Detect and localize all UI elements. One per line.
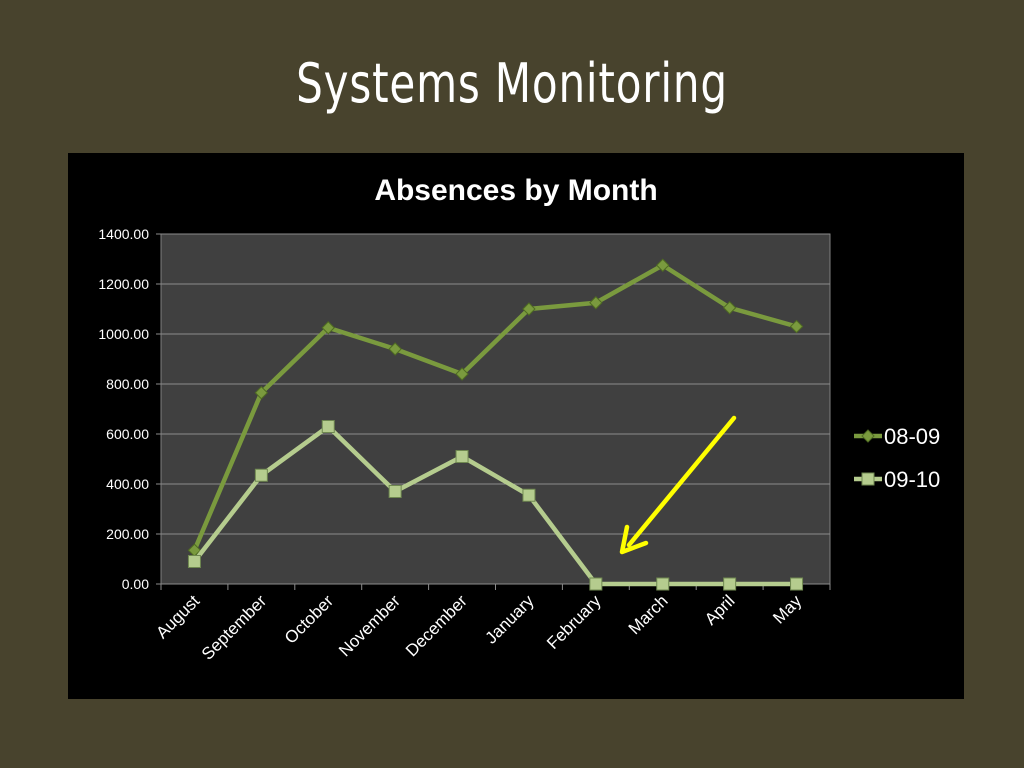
- data-point: [722, 301, 737, 315]
- x-tick-label: August: [152, 591, 203, 642]
- x-tick-label: April: [701, 591, 738, 628]
- y-tick-label: 1000.00: [98, 326, 149, 342]
- series-08-09: [187, 258, 804, 557]
- x-tick-label: December: [402, 591, 471, 660]
- data-point: [789, 319, 804, 334]
- data-point: [589, 577, 603, 591]
- data-point: [656, 577, 670, 591]
- data-point: [321, 420, 335, 433]
- y-tick-label: 400.00: [106, 476, 149, 492]
- annotation-arrow: [619, 415, 737, 555]
- x-tick-label: March: [625, 591, 672, 638]
- legend-label: 09-10: [884, 467, 940, 492]
- y-axis: 0.00 200.00 400.00 600.00 800.00 1000.00 1200.…: [98, 226, 161, 592]
- series-layer: [187, 258, 804, 591]
- x-tick-label: October: [281, 591, 337, 647]
- chart-panel: Absences by Month 0.00 200.00 400.00 600.00…: [68, 153, 964, 699]
- x-tick-label: January: [482, 591, 539, 648]
- legend: 08-09 09-10: [854, 424, 940, 492]
- slide-title: Systems Monitoring: [296, 52, 728, 115]
- legend-label: 08-09: [884, 424, 940, 449]
- data-point: [522, 488, 536, 502]
- y-tick-label: 0.00: [122, 576, 149, 592]
- data-point: [790, 577, 804, 591]
- data-point: [388, 342, 402, 356]
- x-tick-label: February: [543, 591, 605, 653]
- data-point: [187, 555, 201, 568]
- x-tick-label: November: [335, 591, 404, 660]
- data-point: [723, 577, 737, 591]
- series-line: [192, 424, 799, 587]
- chart-title: Absences by Month: [374, 174, 657, 207]
- data-point: [589, 296, 603, 310]
- line-chart: Absences by Month 0.00 200.00 400.00 600.00…: [98, 174, 940, 664]
- y-tick-label: 1200.00: [98, 276, 149, 292]
- data-point: [254, 468, 268, 482]
- x-tick-label: September: [198, 591, 270, 663]
- plot-area: [160, 233, 831, 585]
- legend-marker: [861, 472, 875, 486]
- data-point: [522, 302, 536, 316]
- data-point: [388, 485, 402, 498]
- arrow-head: [619, 524, 649, 555]
- x-tick-label: May: [769, 591, 805, 627]
- data-point: [455, 367, 469, 381]
- series-09-10: [187, 420, 804, 591]
- y-tick-label: 600.00: [106, 426, 149, 442]
- y-tick-label: 200.00: [106, 526, 149, 542]
- data-point: [455, 450, 469, 463]
- arrow-shaft: [626, 415, 737, 548]
- data-point: [656, 258, 670, 272]
- data-point: [321, 321, 335, 335]
- legend-marker: [861, 429, 875, 443]
- y-tick-label: 1400.00: [98, 226, 149, 242]
- data-point: [254, 386, 269, 400]
- y-tick-label: 800.00: [106, 376, 149, 392]
- series-line: [192, 263, 799, 553]
